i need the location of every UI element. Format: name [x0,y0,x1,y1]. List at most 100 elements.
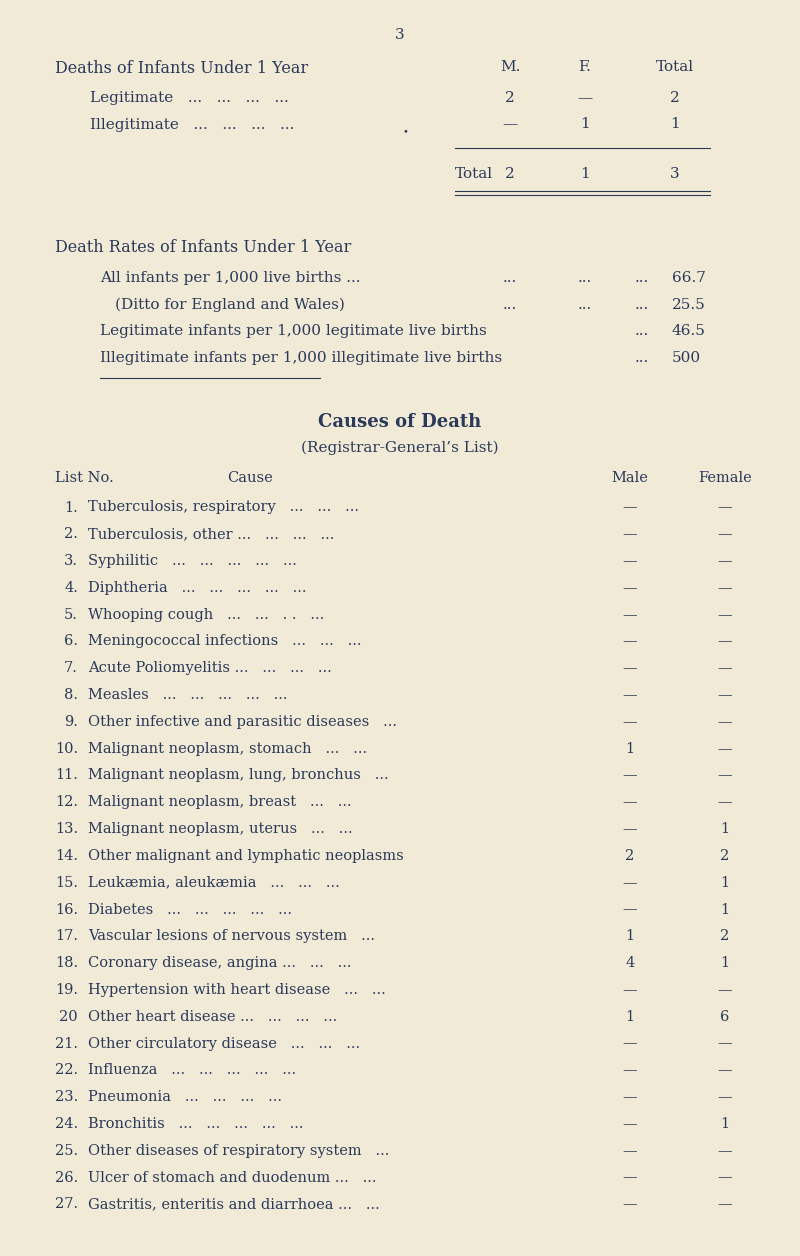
Text: —: — [622,1090,638,1104]
Text: —: — [718,1171,732,1184]
Text: 1: 1 [580,118,590,132]
Text: Male: Male [611,471,649,485]
Text: ...: ... [578,298,592,311]
Text: 25.: 25. [55,1144,78,1158]
Text: 8.: 8. [64,688,78,702]
Text: Meningococcal infections   ...   ...   ...: Meningococcal infections ... ... ... [88,634,362,648]
Text: 13.: 13. [55,823,78,836]
Text: Measles   ...   ...   ...   ...   ...: Measles ... ... ... ... ... [88,688,287,702]
Text: ...: ... [635,350,650,365]
Text: —: — [622,1117,638,1130]
Text: 2: 2 [720,929,730,943]
Text: 1: 1 [626,1010,634,1024]
Text: Diphtheria   ...   ...   ...   ...   ...: Diphtheria ... ... ... ... ... [88,580,306,595]
Text: —: — [622,875,638,889]
Text: 5.: 5. [64,608,78,622]
Text: 16.: 16. [55,903,78,917]
Text: 1: 1 [721,875,730,889]
Text: 1: 1 [670,118,680,132]
Text: Pneumonia   ...   ...   ...   ...: Pneumonia ... ... ... ... [88,1090,282,1104]
Text: 1: 1 [626,742,634,756]
Text: 6: 6 [720,1010,730,1024]
Text: —: — [718,528,732,541]
Text: 3.: 3. [64,554,78,568]
Text: 500: 500 [672,350,701,365]
Text: 1: 1 [626,929,634,943]
Text: Illegitimate   ...   ...   ...   ...: Illegitimate ... ... ... ... [90,118,294,132]
Text: —: — [718,580,732,595]
Text: Other heart disease ...   ...   ...   ...: Other heart disease ... ... ... ... [88,1010,338,1024]
Text: M.: M. [500,60,520,74]
Text: —: — [622,1064,638,1078]
Text: 7.: 7. [64,662,78,676]
Text: Other circulatory disease   ...   ...   ...: Other circulatory disease ... ... ... [88,1036,360,1050]
Text: —: — [718,634,732,648]
Text: Coronary disease, angina ...   ...   ...: Coronary disease, angina ... ... ... [88,956,351,970]
Text: 14.: 14. [55,849,78,863]
Text: 2: 2 [670,90,680,106]
Text: 19.: 19. [55,983,78,997]
Text: —: — [622,983,638,997]
Text: —: — [502,118,518,132]
Text: —: — [622,1171,638,1184]
Text: —: — [622,795,638,809]
Text: ...: ... [635,271,650,285]
Text: —: — [622,554,638,568]
Text: 2: 2 [720,849,730,863]
Text: Legitimate   ...   ...   ...   ...: Legitimate ... ... ... ... [90,90,289,106]
Text: Cause: Cause [227,471,273,485]
Text: Other infective and parasitic diseases   ...: Other infective and parasitic diseases .… [88,715,397,728]
Text: —: — [718,1144,732,1158]
Text: —: — [718,662,732,676]
Text: —: — [622,634,638,648]
Text: 3: 3 [670,167,680,182]
Text: All infants per 1,000 live births ...: All infants per 1,000 live births ... [100,271,361,285]
Text: ...: ... [503,271,517,285]
Text: —: — [622,1144,638,1158]
Text: —: — [718,1036,732,1050]
Text: Total: Total [656,60,694,74]
Text: —: — [622,688,638,702]
Text: —: — [622,1036,638,1050]
Text: —: — [622,580,638,595]
Text: 26.: 26. [54,1171,78,1184]
Text: Other diseases of respiratory system   ...: Other diseases of respiratory system ... [88,1144,390,1158]
Text: 4.: 4. [64,580,78,595]
Text: Tuberculosis, respiratory   ...   ...   ...: Tuberculosis, respiratory ... ... ... [88,500,359,515]
Text: F.: F. [578,60,591,74]
Text: Acute Poliomyelitis ...   ...   ...   ...: Acute Poliomyelitis ... ... ... ... [88,662,332,676]
Text: Hypertension with heart disease   ...   ...: Hypertension with heart disease ... ... [88,983,386,997]
Text: Illegitimate infants per 1,000 illegitimate live births: Illegitimate infants per 1,000 illegitim… [100,350,502,365]
Text: 27.: 27. [55,1197,78,1211]
Text: 1: 1 [721,823,730,836]
Text: —: — [718,742,732,756]
Text: —: — [718,608,732,622]
Text: —: — [718,715,732,728]
Text: —: — [622,608,638,622]
Text: —: — [718,554,732,568]
Text: 1: 1 [580,167,590,182]
Text: —: — [622,715,638,728]
Text: 12.: 12. [55,795,78,809]
Text: —: — [622,903,638,917]
Text: Syphilitic   ...   ...   ...   ...   ...: Syphilitic ... ... ... ... ... [88,554,297,568]
Text: 2: 2 [626,849,634,863]
Text: —: — [578,90,593,106]
Text: —: — [718,688,732,702]
Text: ...: ... [635,324,650,339]
Text: Causes of Death: Causes of Death [318,413,482,431]
Text: —: — [622,528,638,541]
Text: Female: Female [698,471,752,485]
Text: 2: 2 [505,90,515,106]
Text: Leukæmia, aleukæmia   ...   ...   ...: Leukæmia, aleukæmia ... ... ... [88,875,340,889]
Text: Other malignant and lymphatic neoplasms: Other malignant and lymphatic neoplasms [88,849,404,863]
Text: 9.: 9. [64,715,78,728]
Text: —: — [718,500,732,515]
Text: ...: ... [635,298,650,311]
Text: (Ditto for England and Wales): (Ditto for England and Wales) [115,298,345,313]
Text: 3: 3 [395,28,405,41]
Text: —: — [622,662,638,676]
Text: Malignant neoplasm, lung, bronchus   ...: Malignant neoplasm, lung, bronchus ... [88,769,389,782]
Text: 4: 4 [626,956,634,970]
Text: —: — [718,983,732,997]
